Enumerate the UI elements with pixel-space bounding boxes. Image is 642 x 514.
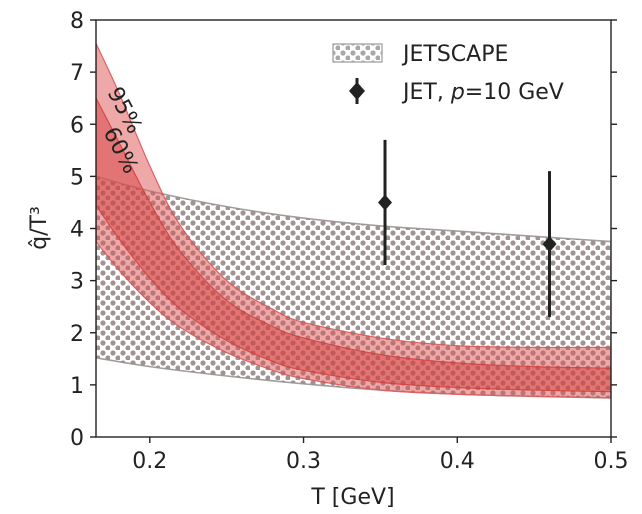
jetscape-overlay-hatch (96, 176, 611, 398)
legend-jet-label-suffix: =10 GeV (465, 80, 564, 105)
y-tick-label: 0 (70, 426, 84, 451)
plot-area (96, 43, 611, 399)
jet-point-1 (542, 236, 557, 253)
legend-jetscape-label: JETSCAPE (401, 42, 508, 67)
y-tick-label: 8 (70, 9, 84, 34)
legend-jet-diamond (349, 82, 365, 100)
y-tick-label: 6 (70, 113, 84, 138)
y-axis-label: q̂/T³ (27, 206, 52, 250)
y-tick-label: 4 (70, 218, 84, 243)
y-tick-label: 2 (70, 322, 84, 347)
x-tick-label: 0.4 (440, 449, 475, 474)
y-tick-label: 3 (70, 270, 84, 295)
jet-point-0 (378, 194, 393, 211)
legend: JETSCAPE JET, p=10 GeV (332, 42, 564, 105)
legend-jetscape-hatch (333, 44, 382, 62)
x-axis-label: T [GeV] (310, 485, 394, 510)
errorbar-marks (378, 139, 557, 318)
x-tick-label: 0.3 (286, 449, 321, 474)
x-tick-label: 0.5 (594, 449, 629, 474)
y-tick-label: 1 (70, 374, 84, 399)
x-tick-label: 0.2 (132, 449, 167, 474)
axis-ticks: 0.2 0.3 0.4 0.5 0 1 2 3 4 5 6 7 8 (70, 9, 629, 474)
y-tick-label: 5 (70, 165, 84, 190)
legend-jet-label-prefix: JET, (401, 80, 451, 105)
y-tick-label: 7 (70, 61, 84, 86)
legend-jet-label: JET, p=10 GeV (401, 80, 564, 105)
legend-jet-label-var: p (450, 80, 465, 105)
